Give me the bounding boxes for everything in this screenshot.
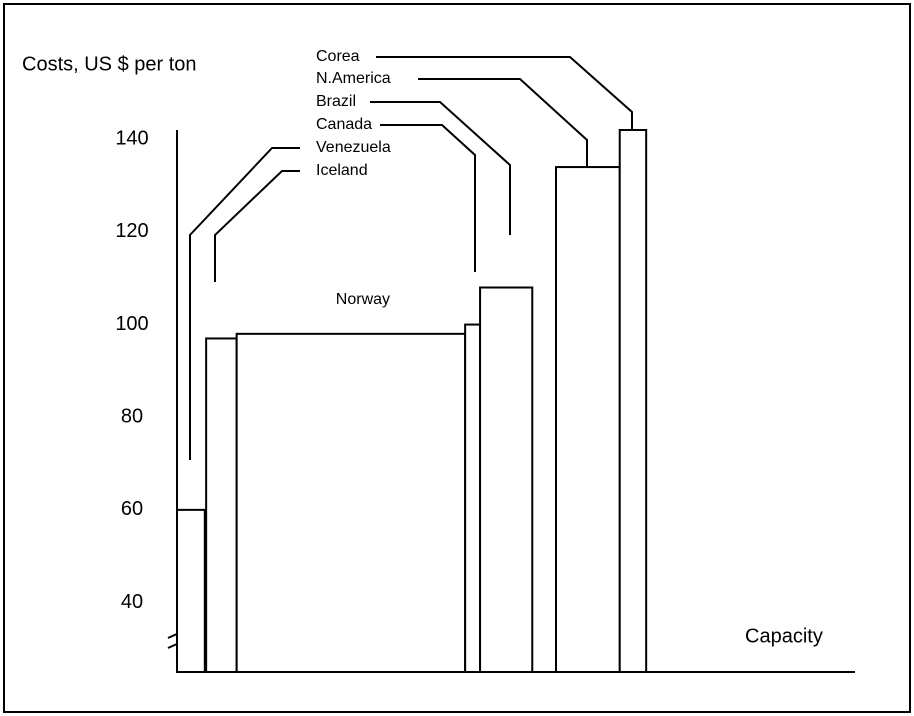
y-tick-label: 140: [115, 128, 148, 150]
y-tick-label: 80: [121, 405, 143, 427]
frame: [3, 3, 911, 713]
bar: [479, 286, 534, 673]
y-tick-label: 40: [121, 591, 143, 613]
bar: [205, 337, 238, 673]
bar: [176, 508, 206, 673]
leader-line: [370, 101, 511, 235]
bar-label: Iceland: [316, 162, 368, 179]
leader-line: [189, 147, 300, 460]
bar-label: Brazil: [316, 93, 356, 110]
bar: [464, 323, 482, 673]
leader-line: [380, 124, 476, 272]
x-axis-label: Capacity: [745, 625, 823, 647]
bar-label: Canada: [316, 116, 372, 133]
bar: [555, 166, 621, 674]
bar: [235, 332, 467, 673]
leader-line: [418, 78, 588, 167]
chart-title: Costs, US $ per ton: [22, 53, 197, 75]
bar-label: N.America: [316, 70, 391, 87]
bar-label: Norway: [336, 291, 390, 308]
y-tick-label: 100: [115, 313, 148, 335]
y-tick-label: 60: [121, 498, 143, 520]
leader-line: [214, 170, 300, 282]
y-tick-label: 120: [115, 220, 148, 242]
bar: [618, 129, 648, 673]
bar-label: Venezuela: [316, 139, 391, 156]
leader-line: [376, 56, 633, 131]
bar-label: Corea: [316, 48, 360, 65]
